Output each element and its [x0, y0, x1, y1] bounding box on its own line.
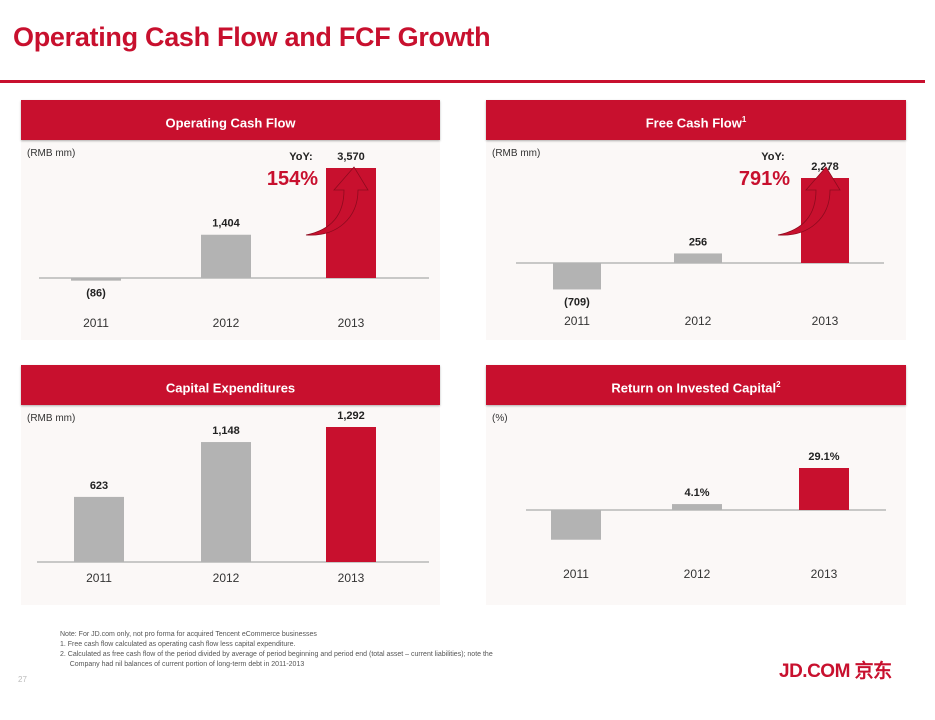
- unit-label: (RMB mm): [492, 148, 541, 159]
- data-label-2012: 4.1%: [684, 487, 709, 499]
- panel-title: Operating Cash Flow: [165, 115, 296, 131]
- bar-2012: [201, 234, 251, 278]
- data-label-2011: (709): [564, 296, 590, 308]
- footnote-marker: 1: [741, 115, 747, 124]
- unit-label: (RMB mm): [27, 148, 76, 159]
- x-tick-label: 2011: [86, 571, 112, 585]
- x-tick-label: 2011: [83, 316, 109, 330]
- yoy-value: 154%: [267, 168, 318, 190]
- footnote-note: Note: For JD.com only, not pro forma for…: [60, 631, 317, 638]
- bar-2012: [672, 504, 722, 510]
- x-tick-label: 2012: [213, 316, 240, 330]
- panel-header: Capital Expenditures: [21, 365, 440, 405]
- unit-label: (%): [492, 413, 508, 424]
- data-label-2012: 256: [689, 236, 707, 248]
- data-label-2013: 1,292: [337, 410, 365, 422]
- data-label-2011: (86): [86, 288, 106, 300]
- page-number: 27: [18, 675, 27, 684]
- panel-roic: Return on Invested Capital2 (%) 2011 4.1%…: [486, 365, 906, 605]
- footnote-marker: 2: [776, 380, 781, 389]
- chart-capital-expenditures: 623 2011 1,148 2012 1,292 2013: [37, 410, 429, 585]
- x-tick-label: 2013: [812, 314, 839, 328]
- chart-operating-cash-flow: (86) 2011 1,404 2012 3,570 2013 YoY: 154%: [39, 151, 429, 330]
- x-tick-label: 2011: [563, 567, 589, 581]
- unit-label: (RMB mm): [27, 413, 76, 424]
- panel-capital-expenditures: Capital Expenditures (RMB mm) 623 2011 1,1…: [21, 365, 440, 605]
- slide-title: Operating Cash Flow and FCF Growth: [13, 22, 491, 52]
- bar-2011: [74, 496, 124, 562]
- bar-2011: [553, 263, 601, 290]
- data-label-2011: 623: [90, 480, 108, 492]
- x-tick-label: 2012: [685, 314, 712, 328]
- panel-header: Operating Cash Flow: [21, 100, 440, 140]
- chart-roic: 2011 4.1% 2012 29.1% 2013: [526, 451, 886, 581]
- growth-arrow-icon: [777, 166, 841, 236]
- panel-operating-cash-flow: Operating Cash Flow (RMB mm) (86) 2011 1,4…: [21, 100, 440, 340]
- footnote-1: 1. Free cash flow calculated as operatin…: [60, 641, 296, 648]
- panel-header: Free Cash Flow1: [486, 100, 906, 140]
- data-label-2013: 29.1%: [808, 451, 839, 463]
- bar-2013: [326, 427, 376, 562]
- data-label-2013: 2,278: [811, 161, 839, 173]
- x-tick-label: 2011: [564, 314, 590, 328]
- footnote-2: 2. Calculated as free cash flow of the p…: [60, 651, 493, 658]
- yoy-value: 791%: [739, 168, 790, 190]
- data-label-2012: 1,148: [212, 425, 240, 437]
- bar-2011: [71, 278, 121, 281]
- x-tick-label: 2012: [213, 571, 240, 585]
- yoy-label: YoY:: [761, 151, 784, 163]
- x-tick-label: 2012: [684, 567, 711, 581]
- x-tick-label: 2013: [811, 567, 838, 581]
- chart-free-cash-flow: (709) 2011 256 2012 2,278 2013 YoY: 791%: [516, 151, 884, 328]
- bar-2013: [799, 468, 849, 510]
- panel-title: Return on Invested Capital: [611, 380, 777, 396]
- data-label-2012: 1,404: [212, 218, 240, 230]
- bar-2012: [201, 442, 251, 562]
- data-label-2013: 3,570: [337, 151, 365, 163]
- panel-title: Capital Expenditures: [165, 380, 296, 396]
- x-tick-label: 2013: [338, 571, 365, 585]
- panel-header: Return on Invested Capital2: [486, 365, 906, 405]
- bar-2012: [674, 253, 722, 263]
- yoy-label: YoY:: [289, 151, 312, 163]
- footnote-2-cont: Company had nil balances of current port…: [60, 661, 305, 668]
- footnotes: Note: For JD.com only, not pro forma for…: [60, 630, 493, 670]
- jd-logo: JD.COM 京东: [779, 661, 892, 682]
- bar-2011: [551, 510, 601, 540]
- title-divider: [0, 80, 925, 83]
- panel-free-cash-flow: Free Cash Flow1 (RMB mm) (709) 2011 256 201…: [486, 100, 906, 340]
- growth-arrow-icon: [305, 166, 369, 236]
- panel-title: Free Cash Flow: [645, 115, 742, 131]
- x-tick-label: 2013: [338, 316, 365, 330]
